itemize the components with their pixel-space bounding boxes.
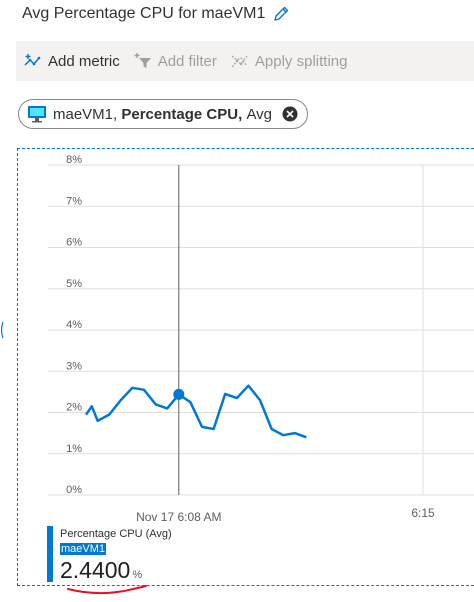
legend-value-unit: %	[132, 569, 143, 581]
add-filter-label: Add filter	[157, 52, 217, 70]
legend-value-number: 2.4400	[60, 557, 131, 583]
line-chart[interactable]: 0% 1% 2% 3% 4% 5% 6% 7% 8% Nov 17 6:08 AM 6:15	[18, 149, 474, 587]
y-tick-label: 2%	[66, 402, 82, 414]
cursor-point	[173, 388, 185, 400]
y-tick-label: 6%	[66, 237, 82, 249]
apply-splitting-icon	[231, 55, 248, 68]
legend-metric-name: Percentage CPU (Avg)	[60, 528, 172, 540]
metric-pill[interactable]: maeVM1, Percentage CPU, Avg	[18, 99, 308, 129]
chart-title: Avg Percentage CPU for maeVM1	[22, 2, 290, 26]
add-filter-button[interactable]: Add filter	[134, 52, 217, 70]
chart-area[interactable]: 0% 1% 2% 3% 4% 5% 6% 7% 8% Nov 17 6:08 AM 6:15	[17, 148, 474, 586]
chart-title-text: Avg Percentage CPU for maeVM1	[22, 5, 266, 22]
x-tick-label: 6:15	[411, 506, 435, 520]
apply-splitting-label: Apply splitting	[254, 52, 348, 70]
pencil-icon[interactable]	[272, 5, 290, 23]
add-metric-label: Add metric	[48, 52, 120, 70]
x-tick-label: Nov 17 6:08 AM	[136, 510, 221, 524]
add-filter-icon	[134, 53, 151, 68]
add-metric-button[interactable]: Add metric	[24, 52, 120, 70]
y-tick-label: 7%	[66, 195, 82, 207]
legend-color-bar	[47, 526, 53, 582]
chart-edge-marker	[0, 321, 4, 339]
legend-resource-name: maeVM1	[60, 543, 107, 555]
metrics-toolbar: Add metric Add filter Apply splitting	[16, 41, 474, 81]
y-tick-label: 0%	[66, 484, 82, 496]
legend-value: 2.4400%	[60, 557, 142, 584]
y-tick-label: 8%	[66, 154, 82, 166]
pill-resource: maeVM1,	[53, 105, 118, 123]
series-line	[84, 384, 307, 439]
add-metric-icon	[24, 54, 41, 66]
pill-metric: Percentage CPU,	[121, 105, 243, 123]
y-tick-label: 5%	[66, 278, 82, 290]
red-underline-annotation	[67, 585, 147, 595]
apply-splitting-button[interactable]: Apply splitting	[231, 52, 348, 70]
y-tick-label: 1%	[66, 443, 82, 455]
y-tick-label: 4%	[66, 319, 82, 331]
y-tick-label: 3%	[66, 360, 82, 372]
pill-aggregation: Avg	[246, 105, 273, 123]
virtual-machine-icon	[28, 106, 46, 123]
close-icon[interactable]	[282, 106, 298, 122]
